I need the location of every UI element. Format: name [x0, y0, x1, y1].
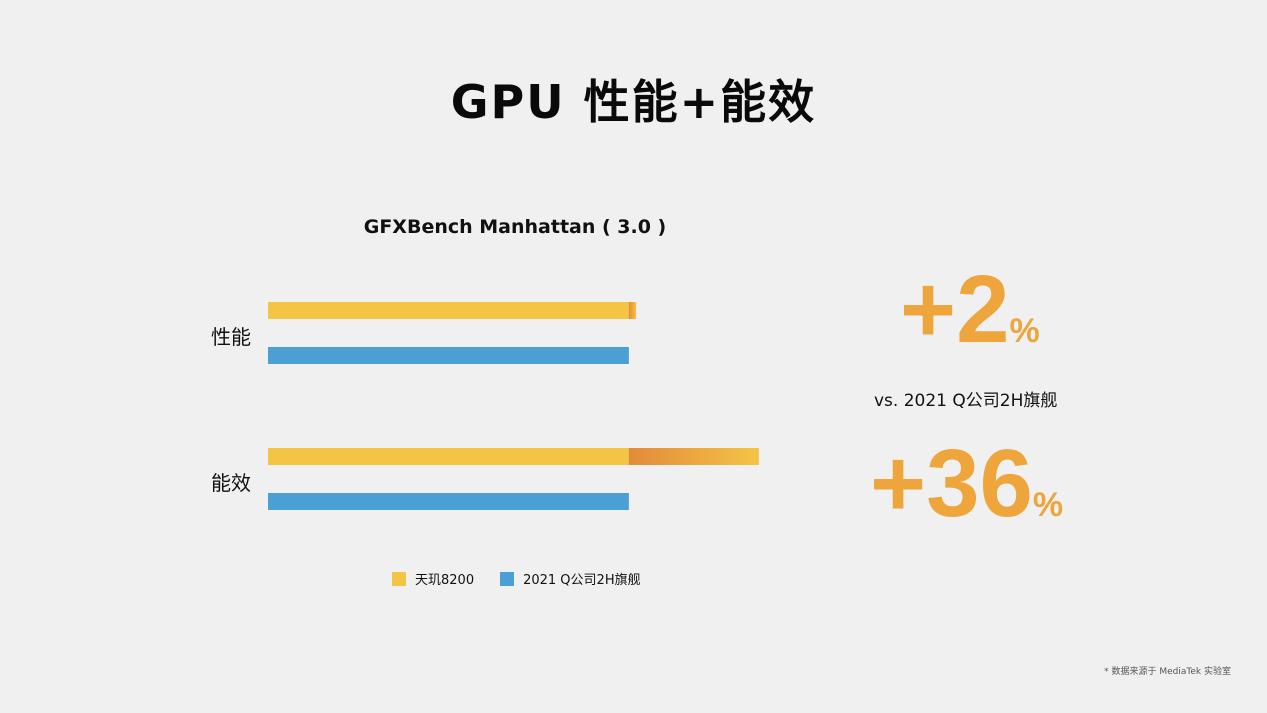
legend-item-competitor: 2021 Q公司2H旗舰	[500, 569, 641, 588]
perf-gain-value: 2	[956, 256, 1010, 363]
efficiency-gain-stat: +36%	[870, 436, 1063, 532]
page-title: GPU 性能+能效	[450, 75, 817, 129]
bar-gain-performance	[628, 302, 637, 319]
chart-legend: 天玑8200 2021 Q公司2H旗舰	[392, 569, 667, 588]
legend-item-dimensity: 天玑8200	[392, 569, 474, 588]
legend-label-dimensity: 天玑8200	[415, 573, 475, 588]
efficiency-gain-plus: +	[870, 430, 927, 537]
legend-swatch-dimensity	[392, 571, 406, 586]
perf-gain-plus: +	[900, 256, 957, 363]
perf-gain-stat: +2%	[900, 262, 1040, 358]
legend-label-competitor: 2021 Q公司2H旗舰	[523, 573, 641, 588]
bar-efficiency-competitor	[268, 493, 629, 510]
comparison-label: vs. 2021 Q公司2H旗舰	[874, 391, 1058, 411]
bar-performance-competitor	[268, 347, 629, 364]
perf-gain-unit: %	[1009, 312, 1040, 350]
data-source-footnote: * 数据来源于 MediaTek 实验室	[1104, 667, 1231, 677]
efficiency-gain-value: 36	[926, 430, 1033, 537]
chart-title: GFXBench Manhattan ( 3.0 )	[363, 216, 667, 238]
bar-gain-efficiency	[628, 448, 759, 465]
row-label-efficiency: 能效	[211, 471, 251, 495]
efficiency-gain-unit: %	[1032, 486, 1064, 524]
bar-performance-dimensity	[268, 302, 637, 319]
row-label-performance: 性能	[211, 325, 251, 349]
legend-swatch-competitor	[500, 571, 515, 586]
